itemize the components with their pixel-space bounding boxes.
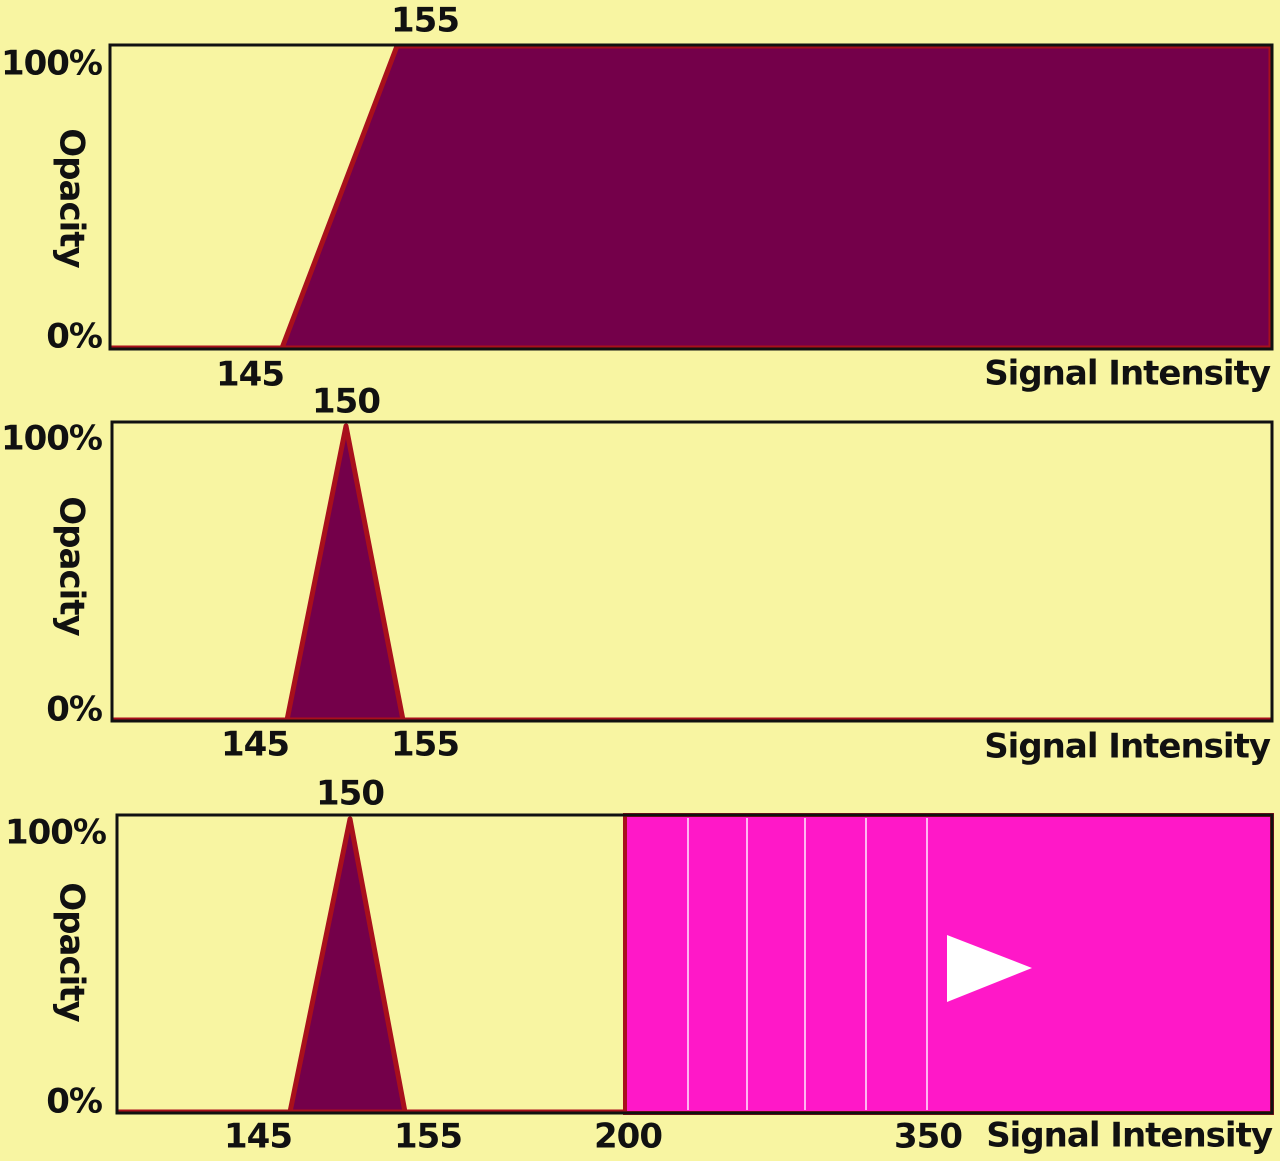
panel: 150 145 155 100% 0% Opacity Signal Inten… [1,382,1274,767]
y-tick: 0% [46,317,102,357]
x-axis-label: Signal Intensity [984,727,1271,767]
stripes [687,818,928,1110]
panel: 155 145 100% 0% Opacity Signal Intensity [1,1,1274,395]
x-label: 350 [894,1117,962,1157]
y-axis-label: Opacity [52,496,92,636]
panel: 150 145 155 200 350 100% 0% Opacity Sign… [5,774,1274,1157]
y-axis-label: Opacity [52,882,92,1022]
y-axis-label: Opacity [52,128,92,268]
plot-frame [110,420,1274,723]
y-tick: 100% [5,813,106,853]
x-label: 155 [391,725,459,765]
x-label: 155 [394,1117,462,1157]
peak-label: 155 [391,1,459,41]
x-label: 145 [224,1117,292,1157]
y-tick: 0% [46,690,102,730]
x-axis-label: Signal Intensity [986,1116,1273,1156]
y-tick: 100% [1,419,102,459]
plot-frame [108,43,1274,351]
peak-label: 150 [316,774,384,814]
y-tick: 100% [1,44,102,84]
y-tick: 0% [46,1082,102,1122]
x-axis-label: Signal Intensity [984,354,1271,394]
play-arrow [947,935,1032,1002]
x-label: 200 [594,1117,662,1157]
peak-label: 150 [312,382,380,422]
opacity-region [279,43,1274,351]
x-label: 145 [221,725,289,765]
plot-frame [115,813,1274,1115]
x-label: 145 [216,355,284,395]
